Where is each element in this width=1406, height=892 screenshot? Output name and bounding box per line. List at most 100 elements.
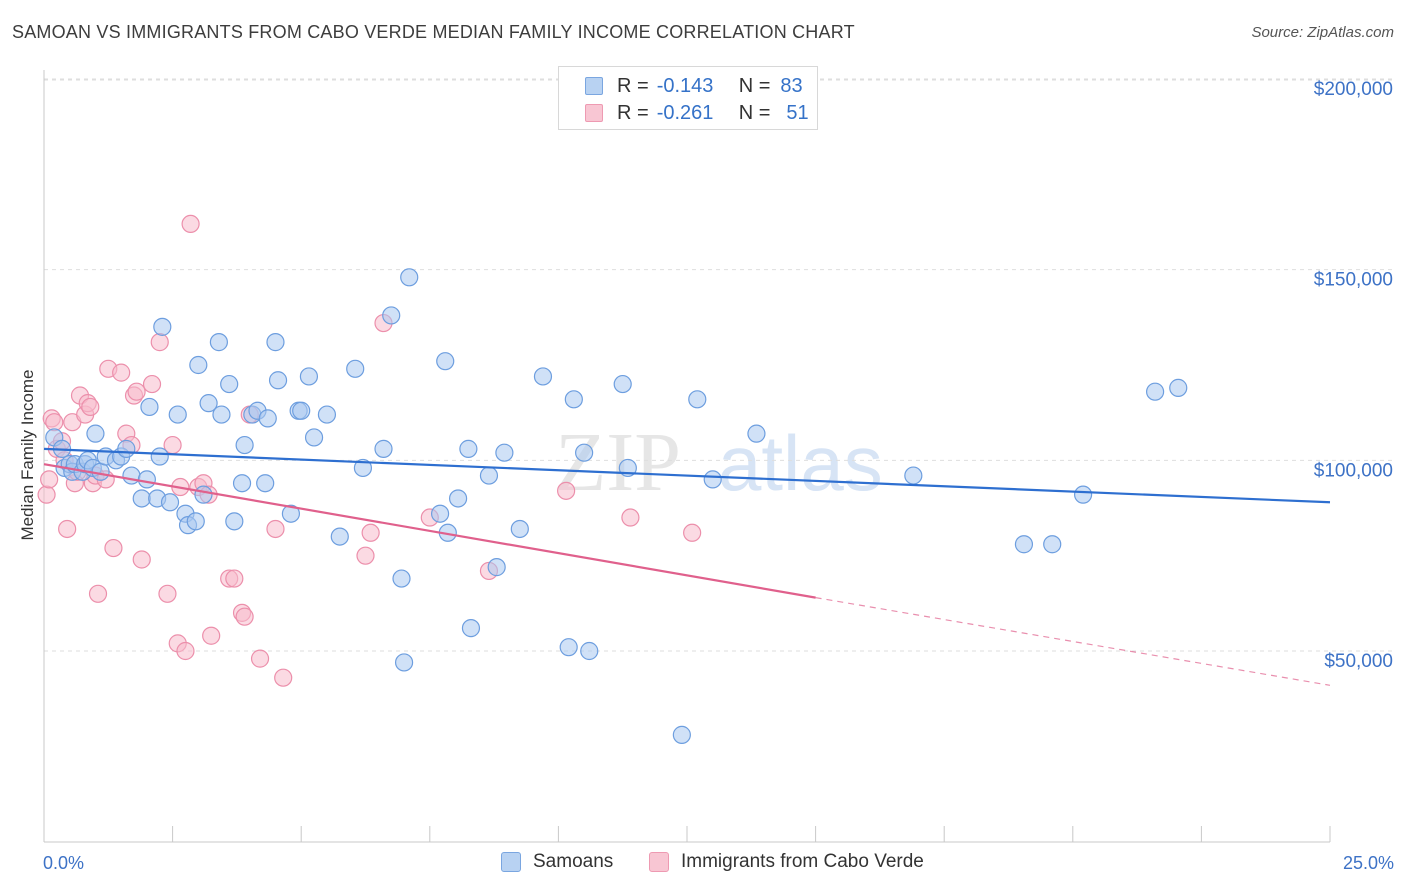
samoan-point (353, 458, 373, 478)
samoan-point (448, 489, 468, 508)
samoan-point (1169, 378, 1188, 397)
samoan-point (292, 401, 311, 420)
samoan-point (266, 333, 285, 352)
samoan-point (461, 619, 481, 638)
y-tick-labels: $50,000 $100,000 $150,000 $200,000 (1314, 79, 1393, 672)
samoan-point (430, 504, 450, 523)
samoan-point (232, 474, 252, 493)
cabo-verde-point (225, 569, 244, 588)
legend-n-value: 51 (786, 101, 809, 124)
samoan-point (258, 409, 277, 428)
samoan-point (688, 390, 707, 409)
samoan-point (153, 317, 172, 336)
samoan-point (86, 424, 105, 443)
samoan-point (1043, 535, 1062, 554)
cabo-verde-point (361, 523, 380, 542)
cabo-verde-point (142, 374, 162, 394)
samoan-point (299, 367, 319, 386)
samoan-point (613, 374, 632, 394)
samoan-point (235, 435, 254, 455)
legend-r-label: R = (617, 74, 649, 97)
legend-swatch-cabo-verde (649, 852, 669, 872)
samoan-point (487, 558, 506, 577)
cabo-verde-point (132, 550, 151, 569)
samoan-point (904, 466, 923, 485)
cabo-verde-point (81, 397, 100, 417)
samoan-point (199, 394, 218, 413)
cabo-verde-point (88, 584, 108, 603)
cabo-verde-point (127, 382, 146, 401)
samoan-point (479, 466, 499, 485)
trend-lines (43, 447, 1331, 686)
samoan-point (189, 355, 208, 375)
samoan-point (400, 268, 419, 287)
samoan-point (317, 405, 337, 424)
cabo-verde-point (37, 485, 56, 504)
samoan-point (330, 527, 349, 546)
legend-r-label: R = (617, 101, 649, 124)
legend-item-samoans: Samoans (501, 851, 613, 873)
watermark-atlas: atlas (718, 419, 883, 507)
source-label: Source: ZipAtlas.com (1251, 24, 1394, 41)
legend-r-value: -0.143 (656, 74, 714, 97)
legend-n-label: N = (738, 74, 771, 97)
legend-swatch-samoans (501, 852, 521, 872)
samoan-point (510, 519, 529, 539)
legend-swatch-samoans (585, 77, 603, 95)
samoan-point (160, 493, 180, 512)
cabo-verde-point (250, 649, 270, 668)
cabo-verde-trend-extension (815, 597, 1331, 686)
legend-row-samoans: R = -0.143 N = 83 (585, 73, 803, 99)
cabo-verde-point (58, 519, 77, 539)
samoan-point (212, 405, 231, 424)
samoan-point (1146, 382, 1165, 401)
samoan-point (122, 466, 141, 485)
x-tick-label-max: 25.0% (1342, 853, 1394, 873)
samoan-point (256, 474, 275, 493)
cabo-verde-point (181, 214, 200, 234)
cabo-verde-point (45, 413, 64, 432)
legend-label-samoans: Samoans (533, 851, 614, 872)
legend-row-cabo-verde: R = -0.261 N = 51 (585, 100, 809, 126)
samoan-point (672, 725, 691, 744)
legend-label-cabo-verde: Immigrants from Cabo Verde (681, 851, 924, 872)
samoan-point (281, 504, 301, 523)
cabo-verde-point (158, 584, 177, 603)
y-tick-label: $100,000 (1314, 460, 1393, 481)
samoan-point (575, 443, 594, 462)
samoan-point (225, 512, 244, 531)
samoan-point (91, 462, 110, 481)
samoan-point (580, 641, 599, 661)
x-tick-label-min: 0.0% (43, 853, 85, 873)
samoan-point (137, 470, 156, 489)
samoan-point (533, 367, 553, 386)
samoan-point (346, 359, 365, 378)
cabo-verde-point (150, 333, 169, 352)
samoan-point (186, 512, 205, 531)
samoan-point (268, 371, 288, 390)
samoan-point (150, 447, 169, 466)
samoan-point (747, 424, 766, 443)
cabo-verde-point (104, 538, 123, 558)
samoan-point (194, 485, 213, 504)
cabo-verde-point (683, 523, 702, 542)
samoan-point (703, 470, 722, 489)
samoan-point (117, 439, 136, 458)
samoan-point (459, 439, 478, 458)
samoan-point (436, 352, 455, 371)
cabo-verde-point (557, 481, 576, 500)
cabo-verde-point (235, 607, 254, 626)
axes (43, 70, 1331, 843)
samoan-point (132, 489, 151, 508)
samoan-point (168, 405, 187, 424)
correlation-legend: R = -0.143 N = 83 R = -0.261 N = 51 (558, 66, 818, 130)
samoan-point (394, 653, 414, 672)
legend-r-value: -0.261 (656, 101, 714, 124)
cabo-verde-point (202, 626, 221, 645)
legend-n-value: 83 (780, 74, 803, 97)
grid (44, 78, 1395, 652)
samoan-point (1073, 485, 1093, 504)
cabo-verde-point (621, 508, 640, 527)
y-tick-label: $150,000 (1314, 270, 1393, 291)
